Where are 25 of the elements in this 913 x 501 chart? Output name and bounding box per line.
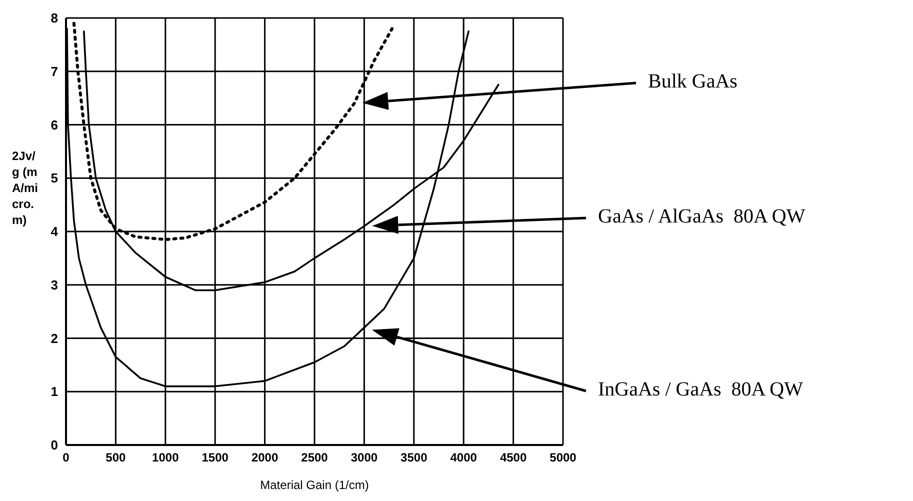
x-tick-label: 4500 — [500, 450, 527, 465]
y-tick-label: 2 — [50, 330, 58, 346]
y-tick-label: 5 — [50, 170, 58, 186]
x-tick-label: 1500 — [202, 450, 229, 465]
x-tick-label: 2000 — [251, 450, 278, 465]
x-axis-title: Material Gain (1/cm) — [260, 478, 369, 492]
x-tick-label: 2500 — [301, 450, 328, 465]
x-tick-label: 1000 — [152, 450, 180, 465]
x-tick-label: 3000 — [350, 450, 378, 465]
x-tick-label: 500 — [106, 450, 126, 465]
y-tick-label: 6 — [50, 117, 58, 132]
y-tick-label: 3 — [50, 277, 58, 292]
y-axis-title: 2Jv/g (mA/micro.m) — [12, 148, 38, 228]
y-tick-label: 4 — [50, 224, 59, 240]
x-tick-label: 4000 — [450, 450, 478, 465]
x-tick-label: 0 — [62, 450, 70, 465]
text: GaAs / AlGaAs 80A QW — [598, 206, 806, 228]
y-tick-label: 1 — [50, 384, 58, 400]
x-tick-label: 5000 — [550, 450, 577, 465]
text: InGaAs / GaAs 80A QW — [598, 378, 804, 401]
text: Bulk GaAs — [648, 70, 738, 93]
y-tick-label: 7 — [50, 64, 58, 79]
y-tick-label: 8 — [50, 10, 58, 26]
y-tick-label: 0 — [50, 438, 58, 453]
x-tick-label: 3500 — [400, 450, 428, 465]
